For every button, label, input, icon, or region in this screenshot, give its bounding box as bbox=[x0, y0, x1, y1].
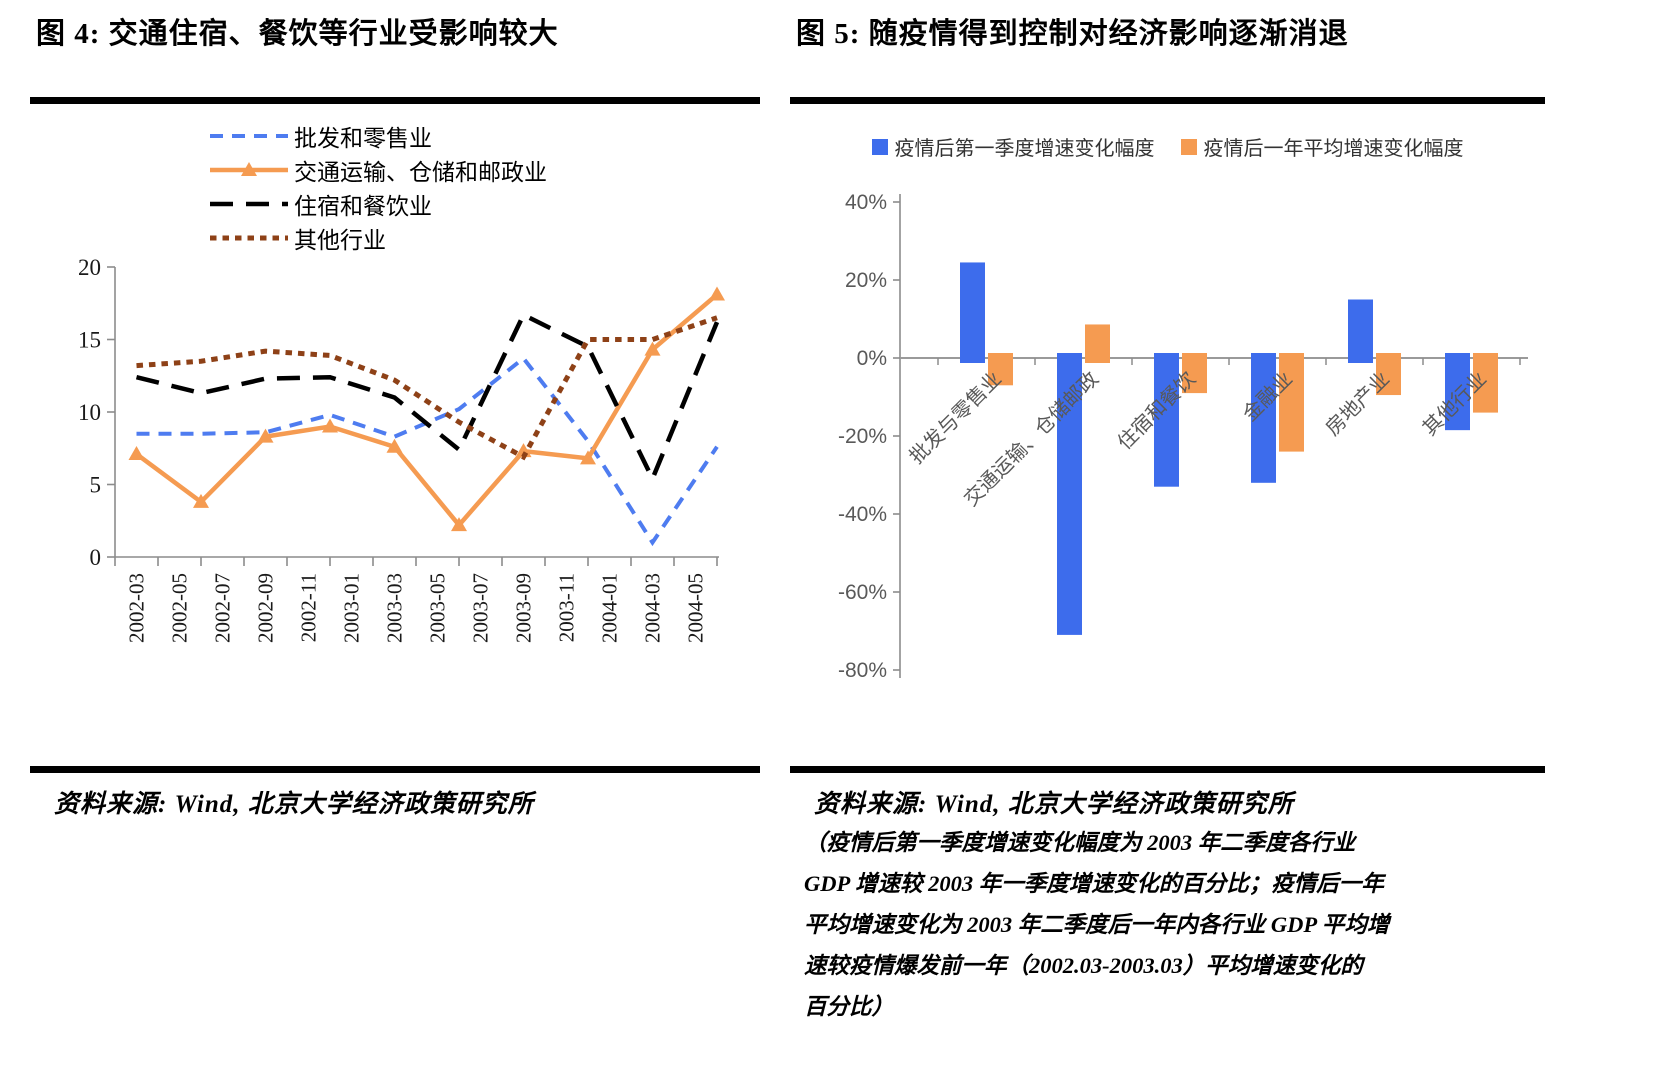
x-tick-label: 2004-01 bbox=[598, 573, 622, 643]
x-tick-label: 2004-05 bbox=[684, 573, 708, 643]
legend-item-交通运输、仓储和邮政业: 交通运输、仓储和邮政业 bbox=[208, 156, 547, 185]
y-tick-label: 10 bbox=[78, 400, 101, 425]
series-line-其他行业 bbox=[136, 315, 718, 461]
x-tick-label: 2002-07 bbox=[211, 573, 235, 643]
legend-swatch bbox=[1180, 138, 1197, 155]
legend-line-sample bbox=[210, 133, 288, 138]
x-tick-label: 2003-05 bbox=[426, 573, 450, 643]
bar-房地产业-疫情后一年平均增速变化幅度 bbox=[1376, 353, 1401, 396]
bar-交通运输、仓储邮政-疫情后第一季度增速变化幅度 bbox=[1057, 353, 1082, 635]
legend-item-其他行业: 其他行业 bbox=[208, 224, 547, 253]
figure4-panel: 图 4: 交通住宿、餐饮等行业受影响较大 批发和零售业交通运输、仓储和邮政业 住宿… bbox=[30, 0, 760, 1068]
category-label: 批发与零售业 bbox=[905, 367, 1006, 468]
legend-line-sample bbox=[210, 235, 288, 240]
bar-金融业-疫情后一年平均增速变化幅度 bbox=[1279, 353, 1304, 452]
legend-label: 疫情后一年平均增速变化幅度 bbox=[1203, 138, 1464, 160]
triangle-marker bbox=[128, 446, 145, 461]
footnote-line: GDP 增速较 2003 年一季度增速变化的百分比；疫情后一年 bbox=[804, 871, 1384, 896]
bar-交通运输、仓储邮政-疫情后一年平均增速变化幅度 bbox=[1085, 324, 1110, 363]
x-tick-label: 2003-07 bbox=[469, 573, 493, 643]
legend-label: 疫情后第一季度增速变化幅度 bbox=[894, 138, 1155, 160]
series-line-住宿和餐饮业 bbox=[135, 311, 720, 485]
y-tick-label: -60% bbox=[838, 581, 887, 604]
figure5-footnote: （疫情后第一季度增速变化幅度为 2003 年二季度各行业 GDP 增速较 2003… bbox=[804, 822, 1544, 1027]
x-tick-label: 2003-11 bbox=[555, 573, 579, 642]
figure5-bottom-rule bbox=[790, 766, 1545, 773]
figure4-source: 资料来源: Wind, 北京大学经济政策研究所 bbox=[54, 791, 534, 818]
bar-chart-plot: 40%20%0%-20%-40%-60%-80%批发与零售业交通运输、仓储邮政住… bbox=[838, 191, 1528, 682]
figure5-title: 图 5: 随疫情得到控制对经济影响逐渐消退 bbox=[796, 18, 1349, 50]
legend-label: 其他行业 bbox=[294, 227, 386, 253]
legend-item-批发和零售业: 批发和零售业 bbox=[208, 122, 547, 151]
y-tick-label: 20% bbox=[845, 269, 887, 292]
triangle-marker bbox=[580, 450, 596, 465]
figure5-top-rule bbox=[790, 97, 1545, 104]
triangle-marker bbox=[322, 418, 338, 433]
x-tick-label: 2003-01 bbox=[340, 573, 364, 643]
figure5-legend: 疫情后第一季度增速变化幅度 疫情后一年平均增速变化幅度 bbox=[790, 132, 1545, 161]
footnote-line: 平均增速变化为 2003 年二季度后一年内各行业 GDP 平均增 bbox=[804, 912, 1390, 937]
legend-item-疫情后第一季度增速变化幅度: 疫情后第一季度增速变化幅度 bbox=[871, 132, 1155, 161]
legend-item-疫情后一年平均增速变化幅度: 疫情后一年平均增速变化幅度 bbox=[1180, 132, 1464, 161]
triangle-marker bbox=[386, 438, 403, 453]
figure5-source: 资料来源: Wind, 北京大学经济政策研究所 bbox=[814, 791, 1294, 818]
y-tick-label: -40% bbox=[838, 503, 887, 526]
triangle-marker bbox=[644, 341, 661, 356]
figure4-line-chart: 0 5 10 15 20 2002-03 2002-05 2002-07 2002-09 2002… bbox=[78, 255, 725, 643]
triangle-marker bbox=[193, 493, 209, 508]
triangle-marker bbox=[709, 286, 725, 301]
x-tick-label: 2003-03 bbox=[383, 573, 407, 643]
x-tick-label: 2003-09 bbox=[512, 573, 536, 643]
figure4-bottom-rule bbox=[30, 766, 760, 773]
bar-批发与零售业-疫情后第一季度增速变化幅度 bbox=[960, 262, 985, 363]
x-tick-label: 2004-03 bbox=[641, 573, 665, 643]
legend-line-sample bbox=[210, 161, 288, 176]
y-tick-label: 40% bbox=[845, 191, 887, 214]
category-label: 房地产业 bbox=[1321, 367, 1394, 440]
series-line-交通运输、仓储和邮政业 bbox=[135, 292, 719, 529]
legend-label: 交通运输、仓储和邮政业 bbox=[294, 159, 547, 185]
bar-其他行业-疫情后第一季度增速变化幅度 bbox=[1445, 353, 1470, 431]
triangle-marker bbox=[451, 517, 467, 532]
y-tick-label: 5 bbox=[90, 473, 102, 498]
figure5-bar-chart: 40%20%0%-20%-40%-60%-80%批发与零售业交通运输、仓储邮政住… bbox=[838, 191, 1528, 682]
x-tick-label: 2002-11 bbox=[297, 573, 321, 642]
legend-item-住宿和餐饮业: 住宿和餐饮业 bbox=[208, 190, 547, 219]
bar-住宿和餐饮-疫情后一年平均增速变化幅度 bbox=[1182, 353, 1207, 394]
bar-其他行业-疫情后一年平均增速变化幅度 bbox=[1473, 353, 1498, 413]
footnote-line: （疫情后第一季度增速变化幅度为 2003 年二季度各行业 bbox=[804, 830, 1356, 855]
figure4-legend: 批发和零售业交通运输、仓储和邮政业 住宿和餐饮业 其他行业 bbox=[208, 122, 547, 253]
footnote-line: 百分比） bbox=[804, 994, 895, 1019]
legend-label: 住宿和餐饮业 bbox=[294, 193, 432, 219]
legend-line-sample bbox=[210, 201, 288, 206]
bar-批发与零售业-疫情后一年平均增速变化幅度 bbox=[988, 353, 1013, 386]
figure5-panel: 图 5: 随疫情得到控制对经济影响逐渐消退 疫情后第一季度增速变化幅度 疫情后一年… bbox=[790, 0, 1545, 1068]
x-tick-label: 2002-05 bbox=[168, 573, 192, 643]
bar-住宿和餐饮-疫情后第一季度增速变化幅度 bbox=[1154, 353, 1179, 487]
y-tick-label: 20 bbox=[78, 255, 101, 280]
x-tick-label: 2002-03 bbox=[125, 573, 149, 643]
y-tick-label: 15 bbox=[78, 328, 101, 353]
line-chart-plot: 0 5 10 15 20 2002-03 2002-05 2002-07 2002-09 2002… bbox=[78, 255, 725, 643]
y-tick-label: 0 bbox=[90, 545, 102, 570]
y-tick-label: -20% bbox=[838, 425, 887, 448]
legend-swatch bbox=[871, 138, 888, 155]
figure4-title: 图 4: 交通住宿、餐饮等行业受影响较大 bbox=[36, 18, 559, 50]
y-tick-label: -80% bbox=[838, 659, 887, 682]
x-tick-label: 2002-09 bbox=[254, 573, 278, 643]
legend-label: 批发和零售业 bbox=[294, 125, 432, 151]
bar-金融业-疫情后第一季度增速变化幅度 bbox=[1251, 353, 1276, 483]
footnote-line: 速较疫情爆发前一年（2002.03-2003.03）平均增速变化的 bbox=[804, 953, 1363, 978]
triangle-marker bbox=[257, 428, 274, 443]
y-tick-label: 0% bbox=[857, 347, 887, 370]
bar-房地产业-疫情后第一季度增速变化幅度 bbox=[1348, 299, 1373, 363]
figure4-top-rule bbox=[30, 97, 760, 104]
